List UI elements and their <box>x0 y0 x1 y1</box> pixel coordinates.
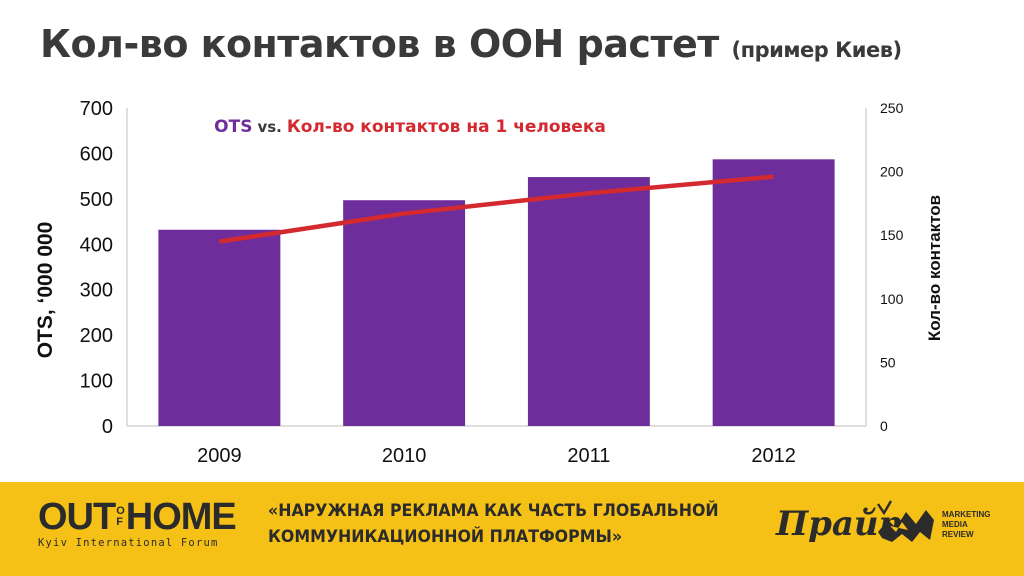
slogan-line-2: КОММУНИКАЦИОННОЙ ПЛАТФОРМЫ» <box>268 527 623 547</box>
mmr-line-2: MEDIA <box>942 520 968 529</box>
chart-title-ots: OTS <box>214 117 252 137</box>
x-tick-label-2011: 2011 <box>567 445 610 467</box>
logo-home: HOME <box>125 496 237 538</box>
y-axis-label: OTS, ‘000 000 <box>34 222 57 359</box>
x-tick-label-2009: 2009 <box>197 445 242 467</box>
y2-tick-label-250: 250 <box>880 100 904 116</box>
y2-tick-label-200: 200 <box>880 164 904 180</box>
y2-axis-label: Кол-во контактов <box>925 195 944 341</box>
y2-tick-label-150: 150 <box>880 227 904 243</box>
slogan-line-1: «НАРУЖНАЯ РЕКЛАМА КАК ЧАСТЬ ГЛОБАЛЬНОЙ <box>268 501 719 521</box>
x-tick-label-2012: 2012 <box>751 445 796 467</box>
logo-out: OUT <box>38 496 116 538</box>
y-tick-label-600: 600 <box>80 143 113 165</box>
combo-chart: 0 100 200 300 400 500 600 700 0 50 100 150 200 250 200… <box>34 98 944 467</box>
mmr-emblem-icon <box>878 510 934 542</box>
y2-tick-label-0: 0 <box>880 418 888 434</box>
y-tick-label-200: 200 <box>80 325 113 347</box>
y-tick-label-700: 700 <box>80 98 113 120</box>
slide-title-main: Кол-во контактов в ООН растет <box>40 22 719 66</box>
bar-2010 <box>343 200 466 426</box>
bar-2009 <box>158 229 281 426</box>
y-tick-label-100: 100 <box>80 371 113 393</box>
bar-2012 <box>712 159 835 426</box>
mmr-line-1: MARKETING <box>942 510 991 519</box>
chart-title: OTS vs. Кол-во контактов на 1 человека <box>214 117 606 137</box>
chart-title-vs: vs. <box>257 118 281 136</box>
y-tick-label-400: 400 <box>80 234 113 256</box>
y-tick-label-500: 500 <box>80 189 113 211</box>
chart-title-contacts: Кол-во контактов на 1 человека <box>287 117 606 137</box>
y-tick-label-300: 300 <box>80 280 113 302</box>
y-tick-label-0: 0 <box>102 416 113 438</box>
mmr-line-3: REVIEW <box>942 530 974 539</box>
x-tick-label-2010: 2010 <box>382 445 427 467</box>
y2-tick-label-50: 50 <box>880 354 896 370</box>
forum-slogan: «НАРУЖНАЯ РЕКЛАМА КАК ЧАСТЬ ГЛОБАЛЬНОЙ К… <box>268 498 753 550</box>
slide-title: Кол-во контактов в ООН растет (пример Ки… <box>40 22 902 66</box>
prime-check-icon <box>876 500 892 516</box>
logo-subtitle: Kyiv International Forum <box>38 537 219 549</box>
bar-2011 <box>527 177 650 426</box>
marketing-media-review-logo: MARKETING MEDIA REVIEW <box>876 506 990 544</box>
slide-title-suffix: (пример Киев) <box>731 38 903 62</box>
y2-tick-label-100: 100 <box>880 291 904 307</box>
line-series-contacts <box>219 174 774 244</box>
